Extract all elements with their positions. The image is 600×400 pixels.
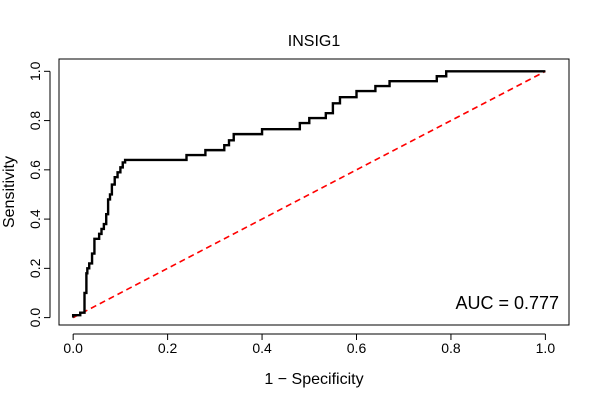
y-tick-label: 0.6 — [27, 160, 43, 180]
axes-layer: 0.0 0.2 0.4 0.6 0.8 1.0 0.0 0.2 0.4 0.6 0.8 1.0 — [27, 61, 555, 356]
y-tick-label: 0.8 — [27, 111, 43, 131]
x-tick-label: 0.2 — [158, 340, 178, 356]
reference-diagonal-line — [72, 70, 546, 319]
x-tick-label: 0.8 — [441, 340, 461, 356]
y-tick-label: 0.0 — [27, 308, 43, 328]
chart-title: INSIG1 — [288, 33, 341, 50]
x-axis-label: 1 − Specificity — [264, 371, 363, 388]
auc-annotation: AUC = 0.777 — [455, 293, 559, 313]
roc-curve-line — [71, 70, 546, 318]
x-tick-label: 0.6 — [347, 340, 367, 356]
plot-frame — [58, 58, 570, 326]
x-tick-label: 0.4 — [252, 340, 272, 356]
x-tick-label: 0.0 — [63, 340, 83, 356]
y-tick-label: 0.2 — [27, 258, 43, 278]
y-axis-label: Sensitivity — [1, 156, 18, 228]
x-tick-label: 1.0 — [536, 340, 556, 356]
y-tick-label: 1.0 — [27, 61, 43, 81]
y-tick-label: 0.4 — [27, 209, 43, 229]
plot-layer — [71, 70, 546, 319]
